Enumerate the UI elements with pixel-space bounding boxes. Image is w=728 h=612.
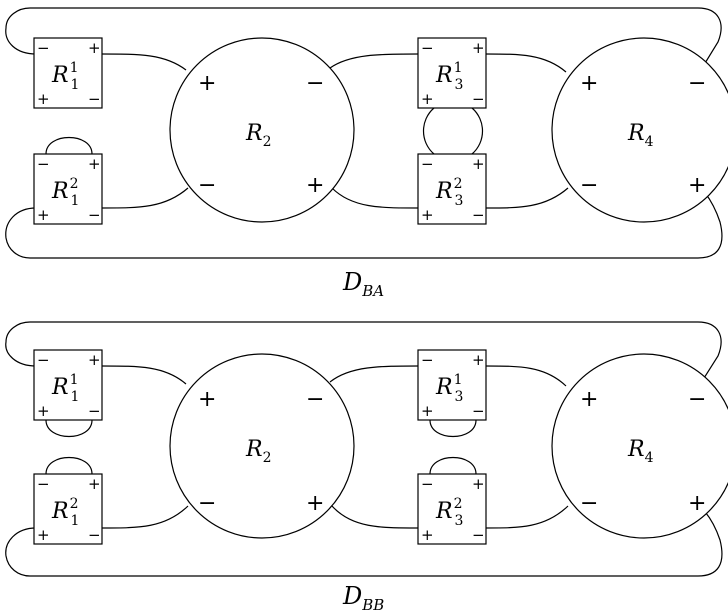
sign-minus: −	[37, 155, 50, 173]
sign-minus: −	[580, 491, 598, 516]
wire-r11-r2	[102, 54, 186, 70]
wire-r32-r4	[486, 188, 568, 208]
cup-r11	[46, 420, 92, 437]
sign-plus: +	[472, 475, 485, 493]
cap-r32	[430, 458, 476, 475]
sign-plus: +	[37, 526, 50, 544]
sign-plus: +	[198, 71, 216, 96]
wire-r2-r31	[330, 54, 418, 68]
sign-minus: −	[198, 491, 216, 516]
sign-plus: +	[88, 351, 101, 369]
sign-plus: +	[688, 173, 706, 198]
sign-minus: −	[88, 402, 101, 420]
sign-minus: −	[306, 387, 324, 412]
diagram-ba: R1 1 R2 1 R1 3 R2 3 R2 R4 − + + − − + + − − …	[6, 8, 728, 300]
sign-minus: −	[37, 39, 50, 57]
wire-r2-r32	[332, 188, 418, 208]
sign-minus: −	[198, 173, 216, 198]
sign-plus: +	[37, 206, 50, 224]
wire-r31-r4	[486, 54, 566, 72]
sign-plus: +	[421, 206, 434, 224]
wire-r2-r31	[330, 366, 418, 382]
wire-r31-r4	[486, 366, 566, 386]
wire-r11-r2	[102, 366, 186, 384]
sign-minus: −	[306, 71, 324, 96]
caption-dba: DBA	[342, 268, 384, 300]
cup-r31	[430, 420, 476, 437]
crossing-r3-right	[472, 108, 483, 154]
wire-r12-r2	[102, 506, 188, 528]
sign-minus: −	[421, 475, 434, 493]
sign-minus: −	[472, 402, 485, 420]
sign-plus: +	[198, 387, 216, 412]
sign-plus: +	[421, 526, 434, 544]
sign-plus: +	[421, 90, 434, 108]
sign-plus: +	[472, 39, 485, 57]
diagram-bb: R1 1 R2 1 R1 3 R2 3 R2 R4 − + + − − + + − − …	[6, 322, 728, 612]
sign-minus: −	[421, 351, 434, 369]
sign-minus: −	[472, 526, 485, 544]
sign-plus: +	[88, 475, 101, 493]
sign-minus: −	[421, 155, 434, 173]
sign-plus: +	[88, 155, 101, 173]
sign-minus: −	[88, 526, 101, 544]
sign-plus: +	[37, 402, 50, 420]
wire-r2-r32	[332, 506, 418, 528]
wire-r12-r2	[102, 188, 188, 208]
sign-plus: +	[306, 173, 324, 198]
sign-minus: −	[472, 90, 485, 108]
sign-minus: −	[88, 206, 101, 224]
wire-r32-r4	[486, 506, 568, 528]
sign-minus: −	[688, 71, 706, 96]
sign-plus: +	[37, 90, 50, 108]
sign-minus: −	[37, 351, 50, 369]
cap-r12	[46, 458, 92, 475]
sign-plus: +	[580, 71, 598, 96]
sign-minus: −	[472, 206, 485, 224]
sign-plus: +	[306, 491, 324, 516]
sign-plus: +	[580, 387, 598, 412]
sign-minus: −	[421, 39, 434, 57]
sign-plus: +	[88, 39, 101, 57]
sign-minus: −	[88, 90, 101, 108]
sign-minus: −	[37, 475, 50, 493]
sign-plus: +	[472, 155, 485, 173]
sign-minus: −	[688, 387, 706, 412]
sign-plus: +	[688, 491, 706, 516]
sign-plus: +	[472, 351, 485, 369]
cap-r1	[46, 138, 92, 155]
sign-minus: −	[580, 173, 598, 198]
crossing-r3-left	[424, 108, 435, 154]
caption-dbb: DBB	[342, 582, 384, 612]
sign-plus: +	[421, 402, 434, 420]
